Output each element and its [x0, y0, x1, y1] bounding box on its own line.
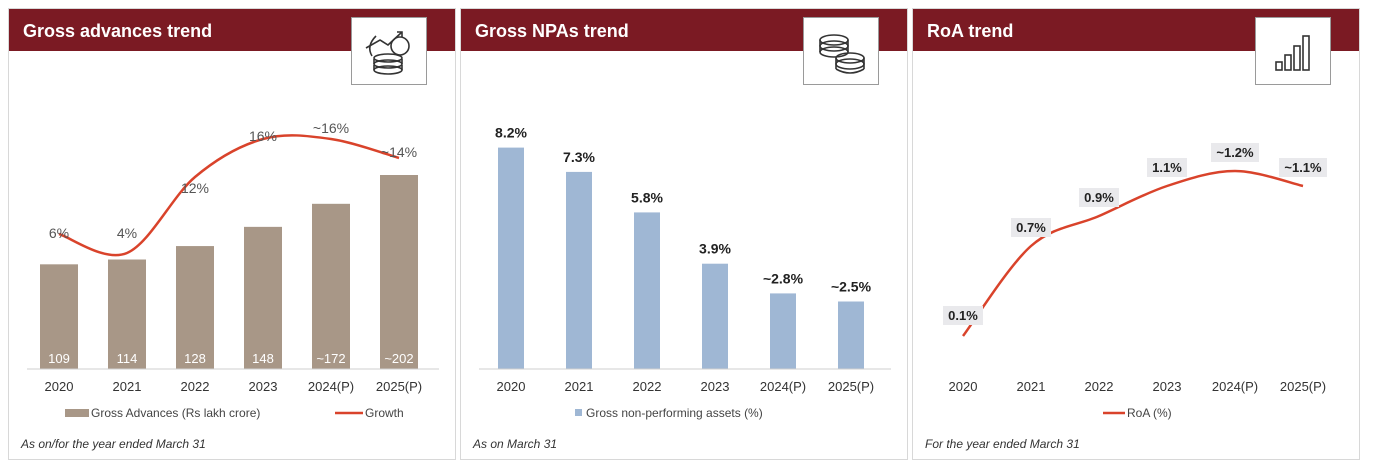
growth-value-label: 4% [117, 225, 137, 241]
coin-stack-icon [803, 17, 879, 85]
x-tick-label: 2020 [497, 379, 526, 394]
bar-value-label: 3.9% [699, 241, 731, 257]
footnote: As on/for the year ended March 31 [21, 437, 206, 451]
x-tick-label: 2024(P) [308, 379, 354, 394]
x-tick-label: 2024(P) [760, 379, 806, 394]
growth-value-label: 6% [49, 225, 69, 241]
bar-value-label: ~202 [384, 351, 413, 366]
bar-value-label: 114 [117, 351, 138, 366]
growth-value-label: ~16% [313, 120, 349, 136]
roa-value-label: ~1.2% [1216, 145, 1254, 160]
roa-value-label-bg [1079, 188, 1119, 207]
x-tick-label: 2021 [565, 379, 594, 394]
panel-title: RoA trend [927, 21, 1014, 41]
bar [312, 203, 350, 369]
legend-label-advances: Gross Advances (Rs lakh crore) [91, 406, 260, 420]
panel-title: Gross NPAs trend [475, 21, 629, 41]
footnote: For the year ended March 31 [925, 437, 1080, 451]
bar-value-label: 128 [184, 351, 206, 366]
bar [634, 212, 660, 369]
x-tick-label: 2023 [1153, 379, 1182, 394]
growth-value-label: 16% [249, 128, 277, 144]
growth-line [58, 134, 400, 257]
gross-advances-panel: Gross advances trend 109 114 128 148 ~172 ~20… [8, 8, 456, 460]
bar-value-label: ~172 [316, 351, 345, 366]
bar-value-label: 8.2% [495, 125, 527, 141]
roa-line [962, 169, 1304, 337]
roa-value-label: 0.9% [1084, 190, 1114, 205]
bar [770, 293, 796, 369]
roa-value-label: 1.1% [1152, 160, 1182, 175]
bar [498, 147, 524, 369]
x-tick-label: 2022 [181, 379, 210, 394]
bar [702, 263, 728, 369]
roa-value-label-bg [943, 306, 983, 325]
dashboard-row: Gross advances trend 109 114 128 148 ~172 ~20… [8, 8, 1388, 460]
x-tick-label: 2021 [113, 379, 142, 394]
bar-value-label: ~2.8% [763, 270, 804, 286]
bar [380, 175, 418, 369]
roa-value-label: 0.1% [948, 308, 978, 323]
bar [244, 226, 282, 369]
growth-value-label: 12% [181, 180, 209, 196]
legend-swatch-advances [65, 409, 89, 417]
x-tick-label: 2020 [949, 379, 978, 394]
gross-advances-chart: 109 114 128 148 ~172 ~202 6% 4% 12% 16% ~16% ~14% 20… [27, 120, 439, 420]
x-tick-label: 2022 [633, 379, 662, 394]
roa-value-label: ~1.1% [1284, 160, 1322, 175]
x-tick-label: 2025(P) [376, 379, 422, 394]
bar-value-label: ~2.5% [831, 279, 872, 295]
roa-value-label-bg [1211, 143, 1259, 162]
roa-value-label: 0.7% [1016, 220, 1046, 235]
legend-label-npa: Gross non-performing assets (%) [586, 406, 763, 420]
bar-value-label: 7.3% [563, 149, 595, 165]
legend-label-growth: Growth [365, 406, 404, 420]
bar-value-label: 109 [48, 351, 70, 366]
x-tick-label: 2023 [701, 379, 730, 394]
growth-value-label: ~14% [381, 144, 417, 160]
gross-npas-panel: Gross NPAs trend 8.2% 7.3% 5.8% 3.9% ~2.8% ~ [460, 8, 908, 460]
bar [566, 171, 592, 369]
bar [838, 301, 864, 369]
legend-swatch-npa [575, 409, 582, 416]
x-tick-label: 2020 [45, 379, 74, 394]
legend-label-roa: RoA (%) [1127, 406, 1172, 420]
x-tick-label: 2023 [249, 379, 278, 394]
bar [176, 246, 214, 369]
panel-title: Gross advances trend [23, 21, 213, 41]
bar-growth-icon [1255, 17, 1331, 85]
coins-growth-icon [351, 17, 427, 85]
bar-value-label: 5.8% [631, 189, 663, 205]
x-tick-label: 2022 [1085, 379, 1114, 394]
x-tick-label: 2025(P) [828, 379, 874, 394]
x-tick-label: 2021 [1017, 379, 1046, 394]
x-tick-label: 2025(P) [1280, 379, 1326, 394]
roa-value-label-bg [1279, 158, 1327, 177]
bar [40, 264, 78, 369]
roa-value-label-bg [1011, 218, 1051, 237]
roa-value-label-bg [1147, 158, 1187, 177]
gross-npas-chart: 8.2% 7.3% 5.8% 3.9% ~2.8% ~2.5% 2020 2021 2022 20… [479, 125, 891, 420]
x-tick-label: 2024(P) [1212, 379, 1258, 394]
bar-value-label: 148 [252, 351, 274, 366]
roa-panel: RoA trend 0.1% 0.7% 0.9% 1.1% ~1.2% ~1.1% 2020… [912, 8, 1360, 460]
roa-chart: 0.1% 0.7% 0.9% 1.1% ~1.2% ~1.1% 2020 2021 2022 20… [943, 143, 1327, 420]
bar [108, 259, 146, 369]
footnote: As on March 31 [473, 437, 558, 451]
